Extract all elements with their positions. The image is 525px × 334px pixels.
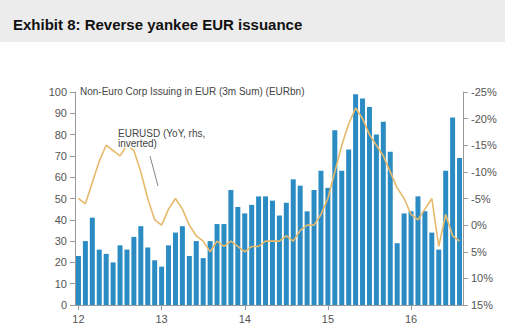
svg-text:80: 80	[55, 129, 67, 141]
svg-text:100: 100	[49, 86, 67, 98]
svg-text:15: 15	[322, 313, 334, 325]
svg-text:16: 16	[405, 313, 417, 325]
svg-text:-5%: -5%	[471, 193, 491, 205]
svg-text:-25%: -25%	[471, 86, 497, 98]
svg-text:Non-Euro Corp Issuing in EUR (: Non-Euro Corp Issuing in EUR (3m Sum) (E…	[80, 86, 305, 97]
svg-text:inverted): inverted)	[118, 138, 157, 149]
svg-text:50: 50	[55, 193, 67, 205]
svg-text:10: 10	[55, 278, 67, 290]
svg-text:-15%: -15%	[471, 139, 497, 151]
svg-text:-10%: -10%	[471, 166, 497, 178]
svg-text:90: 90	[55, 107, 67, 119]
svg-text:15%: 15%	[471, 299, 493, 311]
svg-text:-20%: -20%	[471, 113, 497, 125]
svg-text:70: 70	[55, 150, 67, 162]
svg-text:5%: 5%	[471, 246, 487, 258]
svg-text:40: 40	[55, 214, 67, 226]
svg-text:Exhibit 8: Reverse yankee EUR: Exhibit 8: Reverse yankee EUR issuance	[13, 16, 302, 33]
svg-text:60: 60	[55, 171, 67, 183]
svg-text:0%: 0%	[471, 219, 487, 231]
svg-text:12: 12	[72, 313, 84, 325]
svg-text:13: 13	[155, 313, 167, 325]
svg-text:10%: 10%	[471, 272, 493, 284]
svg-text:14: 14	[239, 313, 251, 325]
svg-text:0: 0	[61, 299, 67, 311]
svg-text:20: 20	[55, 256, 67, 268]
svg-text:30: 30	[55, 235, 67, 247]
svg-text:EURUSD (YoY, rhs,: EURUSD (YoY, rhs,	[118, 127, 208, 139]
